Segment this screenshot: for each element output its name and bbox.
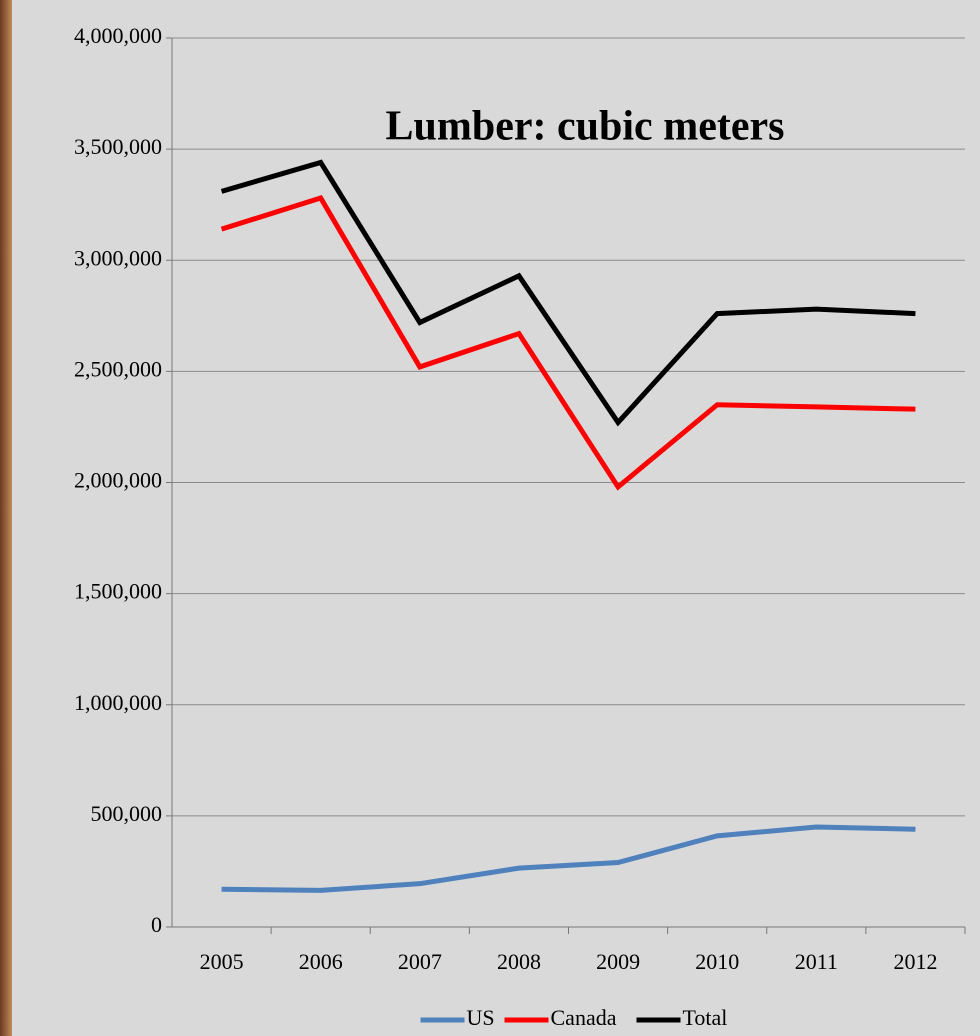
x-tick-label: 2011 [795,949,838,974]
x-tick-label: 2010 [695,949,739,974]
x-tick-label: 2007 [398,949,442,974]
x-tick-label: 2012 [893,949,937,974]
y-tick-label: 2,500,000 [74,356,162,381]
background-edge [0,0,12,1036]
y-tick-label: 4,000,000 [74,23,162,48]
y-tick-label: 3,500,000 [74,134,162,159]
page: {"chart_data": {"type": "line", "title":… [0,0,980,1036]
y-tick-label: 3,000,000 [74,245,162,270]
chart-title: Lumber: cubic meters [386,104,785,150]
y-tick-label: 1,500,000 [74,579,162,604]
x-tick-label: 2009 [596,949,640,974]
legend-label: US [467,1005,495,1030]
y-tick-label: 500,000 [91,801,163,826]
y-tick-label: 0 [151,912,162,937]
y-tick-label: 2,000,000 [74,468,162,493]
legend-label: Canada [551,1005,617,1030]
legend-label: Total [683,1005,728,1030]
y-tick-label: 1,000,000 [74,690,162,715]
x-tick-label: 2006 [299,949,343,974]
x-tick-label: 2008 [497,949,541,974]
x-tick-label: 2005 [200,949,244,974]
chart: Lumber: cubic meters 0 500,000 1,000,000 1,… [0,0,980,1036]
